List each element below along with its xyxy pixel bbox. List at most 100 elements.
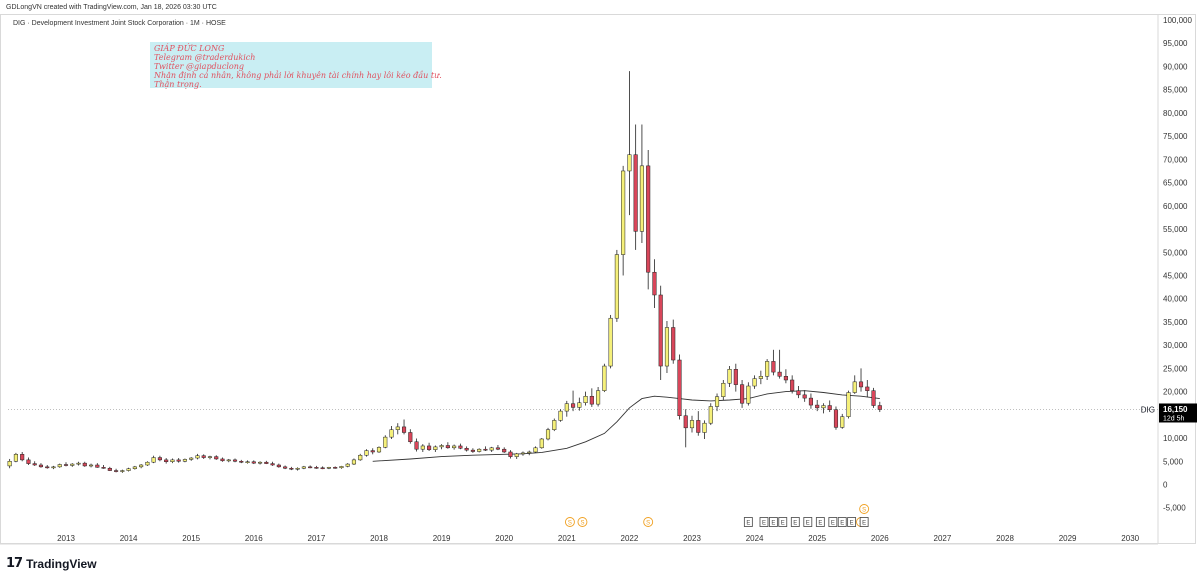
candle-body — [314, 467, 319, 469]
candle-body — [176, 459, 181, 462]
note-line-twitter: Twitter @giapduclong — [154, 62, 244, 71]
candle-body — [452, 445, 457, 449]
moving-average-line — [372, 390, 880, 462]
candle-body — [76, 462, 81, 465]
y-tick-label: 85,000 — [1163, 86, 1188, 95]
candle-body — [664, 327, 670, 367]
candle-body — [364, 450, 369, 456]
candle-body — [821, 405, 826, 409]
candle-body — [107, 467, 112, 471]
candle-body — [689, 420, 695, 429]
earnings-marker-icon — [768, 517, 778, 527]
candle-body — [727, 369, 732, 384]
y-tick-label: 55,000 — [1163, 225, 1188, 234]
dividend-marker-icon — [859, 504, 870, 514]
candle-body — [201, 455, 206, 458]
candle-body — [339, 466, 344, 469]
x-tick-label: 2023 — [683, 534, 701, 543]
earnings-marker-icon — [790, 517, 800, 527]
candle-body — [639, 165, 644, 232]
candle-body — [251, 461, 256, 464]
earnings-marker-label: E — [746, 521, 750, 527]
candle-body — [533, 447, 538, 453]
candle-body — [370, 450, 375, 453]
note-line-telegram: Telegram @traderdukich — [154, 53, 256, 62]
candle-body — [702, 422, 707, 433]
candle-body — [301, 466, 306, 469]
dividend-marker-icon — [564, 517, 575, 527]
candle-body — [427, 445, 432, 450]
candle-body — [583, 395, 588, 403]
candle-body — [520, 452, 526, 455]
x-tick-label: 2013 — [57, 534, 75, 543]
candle-body — [151, 457, 156, 463]
x-tick-label: 2020 — [495, 534, 513, 543]
earnings-marker-icon — [815, 517, 825, 527]
x-tick-label: 2028 — [996, 534, 1014, 543]
y-tick-label: 0 — [1163, 481, 1168, 490]
candle-body — [621, 170, 626, 255]
candle-body — [577, 402, 582, 408]
price-tag-value: 16,150 — [1163, 405, 1188, 414]
x-tick-label: 2030 — [1121, 534, 1139, 543]
candle-body — [283, 466, 288, 469]
price-tag-countdown: 12d 5h — [1163, 415, 1185, 422]
x-tick-label: 2017 — [308, 534, 326, 543]
candle-body — [13, 454, 18, 462]
candle-body — [70, 463, 75, 466]
author-note[interactable]: GIÁP ĐỨC LONG Telegram @traderdukich Twi… — [150, 42, 442, 89]
candle-body — [852, 381, 857, 393]
x-tick-label: 2021 — [558, 534, 576, 543]
candle-body — [358, 454, 363, 461]
y-tick-label: 70,000 — [1163, 155, 1188, 164]
candle-body — [683, 415, 688, 429]
tradingview-branding[interactable]: 17 TradingView — [6, 556, 97, 571]
candle-body — [132, 466, 137, 469]
earnings-marker-label: E — [771, 521, 775, 527]
candle-body — [771, 361, 776, 373]
tradingview-wordmark: TradingView — [26, 556, 97, 571]
candle-body — [276, 464, 281, 468]
candle-body — [51, 466, 56, 469]
candle-body — [571, 403, 576, 408]
price-tag-symbol: DIG — [1141, 405, 1155, 414]
candle-body — [464, 448, 469, 451]
y-tick-label: 75,000 — [1163, 132, 1188, 141]
dividend-marker-label: S — [568, 521, 572, 527]
x-tick-label: 2018 — [370, 534, 388, 543]
candle-body — [289, 467, 294, 470]
candle-body — [88, 464, 94, 467]
candle-body — [414, 441, 419, 450]
candle-body — [871, 390, 876, 406]
candle-body — [614, 254, 619, 319]
candle-body — [164, 459, 169, 462]
candle-body — [26, 459, 31, 464]
candle-body — [351, 459, 357, 465]
candle-body — [345, 463, 350, 467]
earnings-marker-label: E — [781, 521, 785, 527]
candle-body — [514, 453, 519, 457]
candle-body — [333, 467, 338, 469]
candle-body — [401, 426, 407, 433]
candle-body — [589, 395, 594, 405]
candle-body — [483, 448, 488, 451]
candle-body — [207, 456, 213, 458]
earnings-marker-icon — [759, 517, 769, 527]
symbol-title: DIG · Development Investment Joint Stock… — [13, 20, 226, 27]
x-tick-label: 2016 — [245, 534, 263, 543]
candle-body — [157, 457, 162, 461]
candle-body — [502, 448, 507, 453]
candle-body — [57, 464, 62, 468]
dividend-marker-icon — [643, 517, 654, 527]
y-tick-label: 35,000 — [1163, 318, 1188, 327]
candle-body — [602, 365, 607, 391]
earnings-marker-label: E — [862, 521, 866, 527]
candle-body — [545, 429, 551, 440]
x-tick-label: 2014 — [120, 534, 138, 543]
candle-body — [245, 461, 250, 463]
x-tick-label: 2027 — [934, 534, 952, 543]
candle-body — [477, 448, 482, 452]
candle-body — [777, 371, 782, 377]
candle-body — [796, 390, 801, 396]
